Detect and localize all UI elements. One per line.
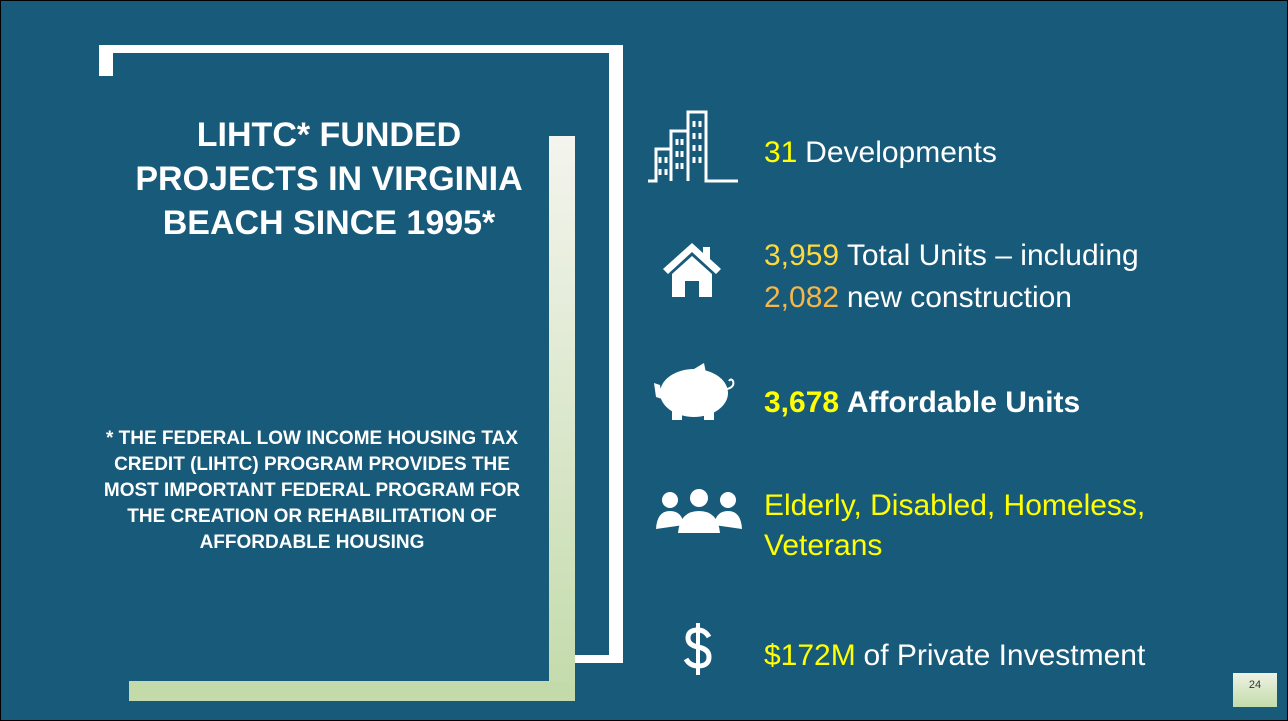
item-highlight: Elderly, Disabled, Homeless,	[764, 489, 1146, 522]
item-highlight: Veterans	[764, 529, 883, 562]
title: LIHTC* FUNDED PROJECTS IN VIRGINIA BEACH…	[135, 116, 523, 242]
item-highlight: $172M	[764, 639, 856, 672]
item-line: 2,082 new construction	[764, 278, 1072, 318]
frame-right	[609, 45, 623, 663]
piggy-icon	[654, 363, 735, 420]
item-text: Total Units – including	[846, 239, 1139, 272]
item-line: $172M of Private Investment	[764, 636, 1145, 676]
green-bar-vertical	[549, 136, 575, 701]
dollar-icon	[683, 623, 712, 675]
item-line: Veterans	[764, 526, 890, 566]
item-text: new construction	[846, 281, 1072, 314]
item-highlight: 3,959	[764, 239, 840, 272]
item-highlight: 31	[764, 136, 798, 169]
item-line: 31 Developments	[764, 133, 997, 173]
frame-left	[99, 45, 113, 76]
item-text: Developments	[805, 136, 997, 169]
item-highlight: 3,678	[764, 386, 840, 419]
green-bar-horizontal	[129, 681, 575, 701]
item-line: Elderly, Disabled, Homeless,	[764, 486, 1153, 526]
house-icon	[663, 243, 721, 297]
item-highlight: 2,082	[764, 281, 840, 314]
item-line: 3,678 Affordable Units	[764, 383, 1080, 423]
item-line: 3,959 Total Units – including	[764, 236, 1139, 276]
page-number: 24	[1233, 673, 1277, 707]
frame-top	[99, 45, 623, 53]
item-text: of Private Investment	[863, 639, 1146, 672]
frame-bottom	[549, 655, 623, 663]
item-text: Affordable Units	[846, 386, 1081, 419]
building-icon	[648, 110, 738, 183]
footnote: * THE FEDERAL LOW INCOME HOUSING TAX CRE…	[103, 428, 521, 553]
people-icon	[656, 489, 742, 533]
